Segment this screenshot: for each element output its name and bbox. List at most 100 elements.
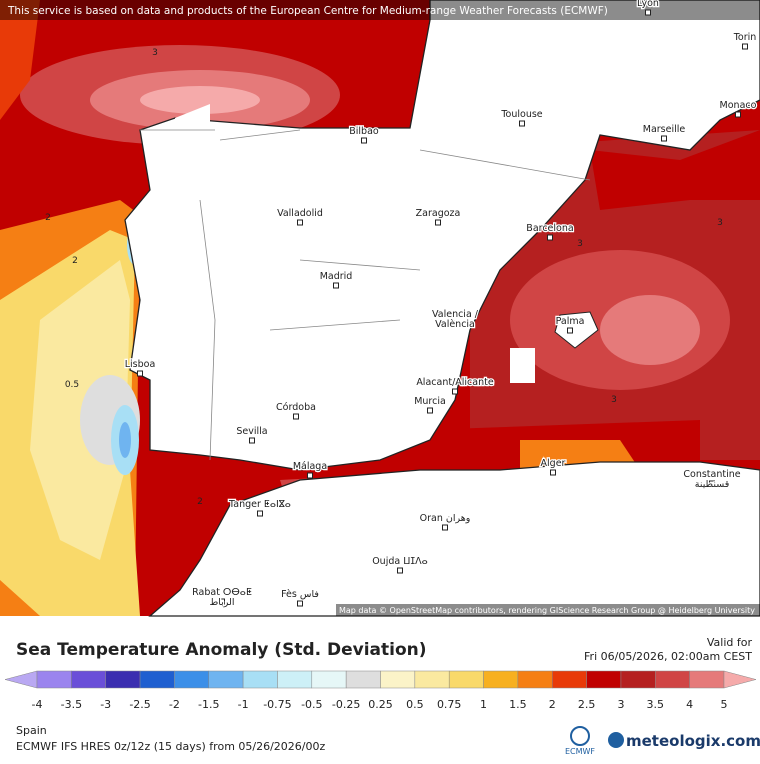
city-label: Oran وهران (420, 513, 471, 524)
city-label: Madrid (320, 271, 353, 282)
colorbar-box (620, 670, 656, 689)
city-marker (567, 327, 573, 334)
city-marker (427, 407, 433, 414)
city-label: Oujda ⵡⵊⴷⴰ (372, 556, 428, 567)
colorbar-box (517, 670, 553, 689)
city-label: Lyon (637, 0, 659, 9)
notice: This service is based on data and produc… (7, 5, 608, 17)
colorbar-box (483, 670, 519, 689)
city-label: Toulouse (500, 109, 542, 120)
city-label: Torin (733, 32, 757, 43)
colorbar-box (277, 670, 313, 689)
colorbar-label: 0.5 (406, 698, 424, 711)
city-marker (333, 282, 339, 289)
city-label: Alger (541, 458, 566, 469)
city-label: Málaga (293, 461, 327, 472)
colorbar-box (345, 670, 381, 689)
city-marker (297, 219, 303, 226)
city-marker (645, 9, 651, 16)
city-label: Tanger ⵟⴰⵏⴵⴰ (228, 499, 291, 510)
city-label: Murcia (414, 396, 446, 407)
colorbar-end (4, 670, 38, 689)
colorbar-box (174, 670, 209, 689)
city-marker (550, 469, 556, 476)
city-marker (547, 234, 553, 241)
colorbar-label: 1.5 (509, 698, 527, 711)
attribution: Map data © OpenStreetMap contributors, r… (339, 606, 755, 615)
colorbar-box (139, 670, 175, 689)
contour-label: 3 (611, 395, 617, 405)
contour-label: 2 (197, 497, 203, 507)
colorbar-label: -1.5 (198, 698, 219, 711)
contour-label: 3 (577, 239, 583, 249)
contour-label: 0.5 (65, 380, 79, 390)
colorbar-label: 0.75 (437, 698, 462, 711)
colorbar-box (414, 670, 450, 689)
contour-label: 2 (72, 256, 78, 266)
colorbar-label: 2 (549, 698, 556, 711)
colorbar-label: -0.25 (332, 698, 360, 711)
city-marker (519, 120, 525, 127)
city-marker (297, 600, 303, 607)
region: Spain (16, 724, 47, 737)
colorbar-box (586, 670, 622, 689)
colorbar-box (311, 670, 347, 689)
colorbar-label: -0.75 (263, 698, 291, 711)
colorbar-box (208, 670, 244, 689)
city-marker (435, 219, 441, 226)
map: This service is based on data and produc… (0, 0, 760, 617)
city-marker (442, 524, 448, 531)
colorbar-box (448, 670, 484, 689)
city-marker (219, 598, 225, 605)
city-marker (257, 510, 263, 517)
city-label: Palma (556, 316, 585, 327)
colorbar-end (723, 670, 757, 689)
city-marker (735, 111, 741, 118)
colorbar-label: -0.5 (301, 698, 322, 711)
colorbar-label: -3.5 (61, 698, 82, 711)
city-marker (661, 135, 667, 142)
city-marker (293, 413, 299, 420)
city-label: Fès فاس (281, 589, 319, 600)
colorbar-label: 3.5 (647, 698, 665, 711)
valid-label: Valid for (707, 636, 753, 649)
colorbar-box (689, 670, 725, 689)
city-marker (249, 437, 255, 444)
colorbar-label: 5 (721, 698, 728, 711)
contour-label: 3 (152, 48, 158, 58)
city-label: Marseille (643, 124, 686, 135)
city-marker (452, 320, 458, 327)
colorbar-label: -2 (169, 698, 180, 711)
city-marker (452, 388, 458, 395)
city-marker (709, 480, 715, 487)
city-label: Rabat ⵔⴱⴰⵟ الرباط (192, 587, 252, 608)
colorbar-label: 4 (686, 698, 693, 711)
city-label: Valencia / València (432, 309, 479, 330)
colorbar-label: -4 (32, 698, 43, 711)
legend-title: Sea Temperature Anomaly (Std. Deviation) (16, 640, 427, 660)
colorbar-label: 3 (617, 698, 624, 711)
colorbar-box (71, 670, 106, 689)
ecmwf-icon (570, 726, 590, 746)
city-labels: Lyon Torin Monaco Toulouse Marseille Bilbao Va… (123, 0, 757, 609)
city-label: Monaco (720, 100, 757, 111)
colorbar-label: 0.25 (368, 698, 393, 711)
colorbar-label: -3 (100, 698, 111, 711)
colorbar-box (242, 670, 278, 689)
city-label: Bilbao (349, 126, 379, 137)
city-marker (307, 472, 313, 479)
city-label: Zaragoza (416, 208, 461, 219)
colorbar-box (655, 670, 690, 689)
colorbar-box (36, 670, 72, 689)
colorbar-label: -2.5 (129, 698, 150, 711)
city-label: Córdoba (276, 402, 316, 413)
contour-labels: 3 2 2 0.5 3 3 3 2 (45, 48, 723, 507)
city-label: Barcelona (526, 223, 573, 234)
model-info: ECMWF IFS HRES 0z/12z (15 days) from 05/… (16, 740, 326, 753)
colorbar-label: 1 (480, 698, 487, 711)
colorbar-box (105, 670, 141, 689)
site-logo[interactable]: meteologix.com (626, 732, 760, 750)
city-marker (742, 43, 748, 50)
ecmwf-logo: ECMWF (565, 747, 595, 756)
